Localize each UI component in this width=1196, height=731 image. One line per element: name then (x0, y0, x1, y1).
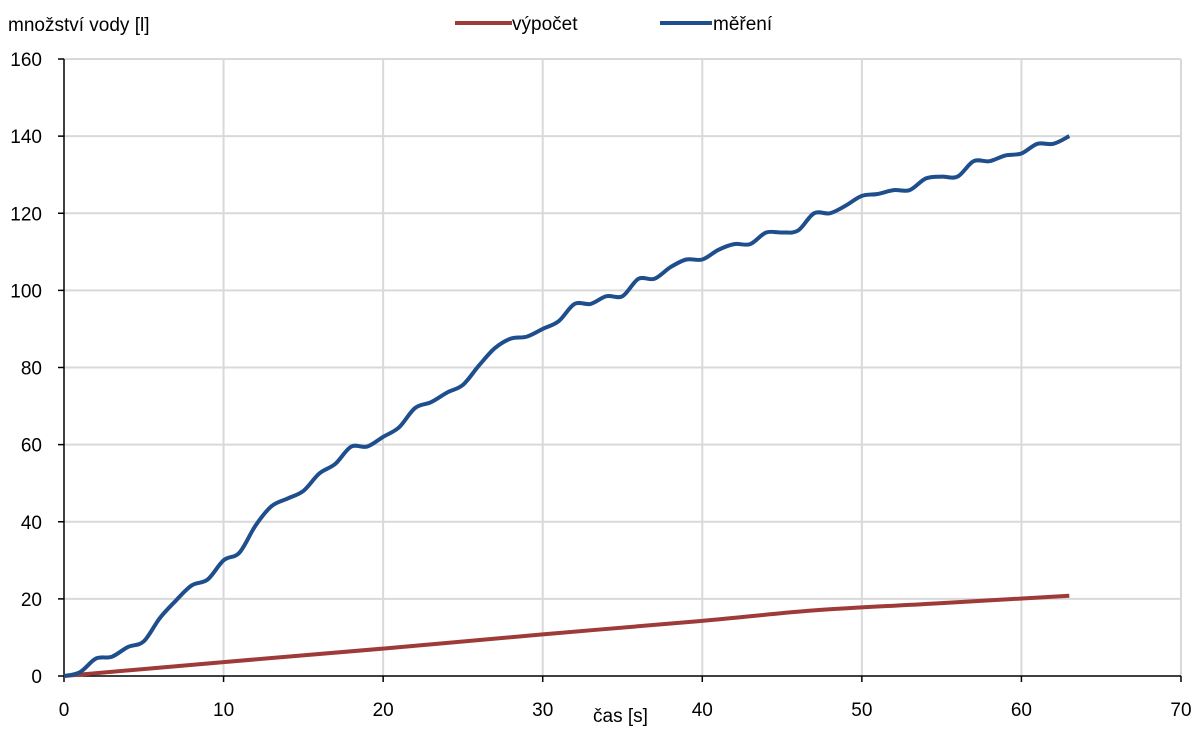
legend-label-vypocet: výpočet (512, 14, 578, 35)
y-tick-label: 80 (21, 359, 42, 380)
y-tick-label: 60 (21, 436, 42, 457)
x-tick-label: 60 (1011, 700, 1032, 721)
x-tick-label: 0 (59, 700, 70, 721)
legend: výpočet měření (455, 14, 773, 35)
x-tick-label: 30 (532, 700, 553, 721)
axes (58, 58, 1182, 682)
y-tick-label: 20 (21, 590, 42, 611)
y-tick-label: 160 (10, 50, 42, 71)
legend-label-mereni: měření (713, 14, 773, 35)
y-tick-label: 120 (10, 204, 42, 225)
y-tick-label: 0 (31, 667, 42, 688)
y-axis-label: množství vody [l] (8, 15, 150, 36)
series-line-mereni (63, 134, 1071, 678)
x-tick-label: 50 (851, 700, 872, 721)
x-tick-label: 10 (213, 700, 234, 721)
x-tick-label: 20 (373, 700, 394, 721)
y-tick-label: 100 (10, 281, 42, 302)
x-tick-label: 40 (692, 700, 713, 721)
series (63, 134, 1071, 678)
series-line-vypocet (63, 593, 1070, 678)
tick-labels: 0 10 20 30 40 50 60 70 0 20 40 60 80 100 120 140 160 (10, 50, 1191, 721)
gridlines (64, 58, 1182, 676)
x-tick-label: 70 (1170, 700, 1191, 721)
y-tick-label: 40 (21, 513, 42, 534)
y-tick-label: 140 (10, 127, 42, 148)
x-axis-label: čas [s] (593, 706, 648, 726)
